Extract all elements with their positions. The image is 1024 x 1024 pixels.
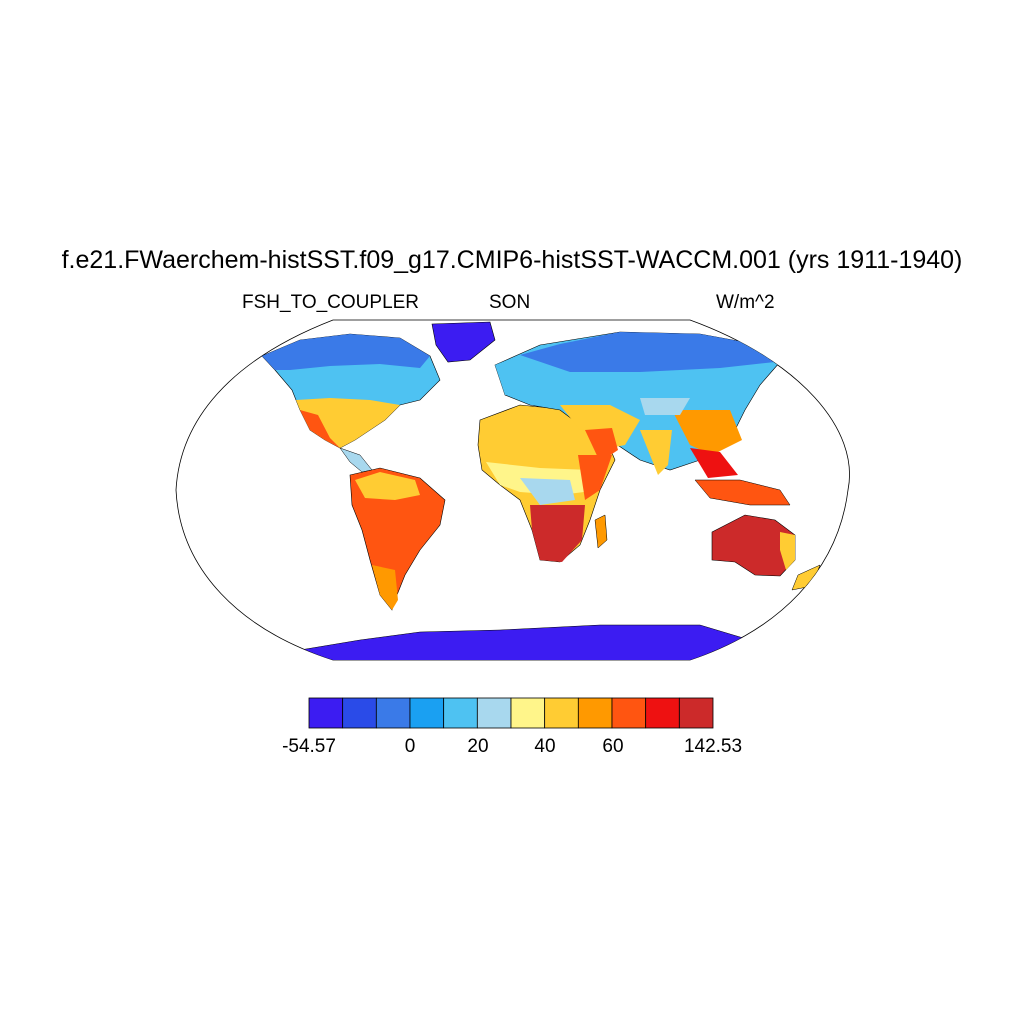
units-label: W/m^2: [716, 292, 775, 313]
colorbar-box: [577, 697, 613, 729]
tibet-band: [640, 398, 690, 415]
central-africa-band: [520, 478, 575, 505]
colorbar-box: [409, 697, 445, 729]
south-america-region: [349, 467, 446, 611]
australia-coast-band: [780, 532, 795, 570]
colorbar-tick-label: -54.57: [282, 736, 336, 757]
madagascar: [594, 514, 608, 549]
variable-label: FSH_TO_COUPLER: [242, 292, 420, 313]
colorbar-box: [342, 697, 377, 729]
amazon-band: [355, 472, 420, 500]
plot-title: f.e21.FWaerchem-histSST.f09_g17.CMIP6-hi…: [61, 246, 963, 274]
europe-band: [495, 355, 545, 395]
colorbar-box: [308, 697, 344, 729]
colorbar-tick-label: 142.53: [683, 736, 743, 757]
colorbar-box: [645, 697, 680, 729]
colorbar-box: [678, 697, 714, 729]
colorbar-tick-label: 20: [467, 736, 489, 757]
horn-of-africa: [578, 455, 612, 500]
middle-east-band: [560, 405, 640, 450]
colorbar-box: [544, 697, 579, 729]
indonesia-region: [694, 479, 791, 506]
colorbar-tick-label: 0: [404, 736, 416, 757]
colorbar-box: [375, 697, 411, 729]
colorbar-box: [443, 697, 478, 729]
patagonia-band: [372, 565, 398, 610]
mexico-hotspot: [300, 410, 340, 448]
colorbar: [308, 697, 714, 729]
colorbar-box: [611, 697, 647, 729]
southeast-asia-band: [690, 448, 738, 478]
north-america-north-band: [262, 334, 430, 370]
map-panel: [175, 319, 850, 661]
colorbar-tick-label: 60: [602, 736, 624, 757]
southern-africa-region: [530, 505, 585, 562]
antarctica-region: [289, 624, 751, 660]
siberia-band: [520, 332, 775, 372]
colorbar-tick-label: 40: [534, 736, 556, 757]
greenland-region: [431, 321, 496, 363]
season-label: SON: [489, 292, 531, 313]
east-asia-band: [672, 410, 742, 455]
india-band: [640, 430, 672, 475]
colorbar-box: [510, 697, 546, 729]
colorbar-box: [476, 697, 512, 729]
arabia-hotspot: [585, 428, 618, 462]
